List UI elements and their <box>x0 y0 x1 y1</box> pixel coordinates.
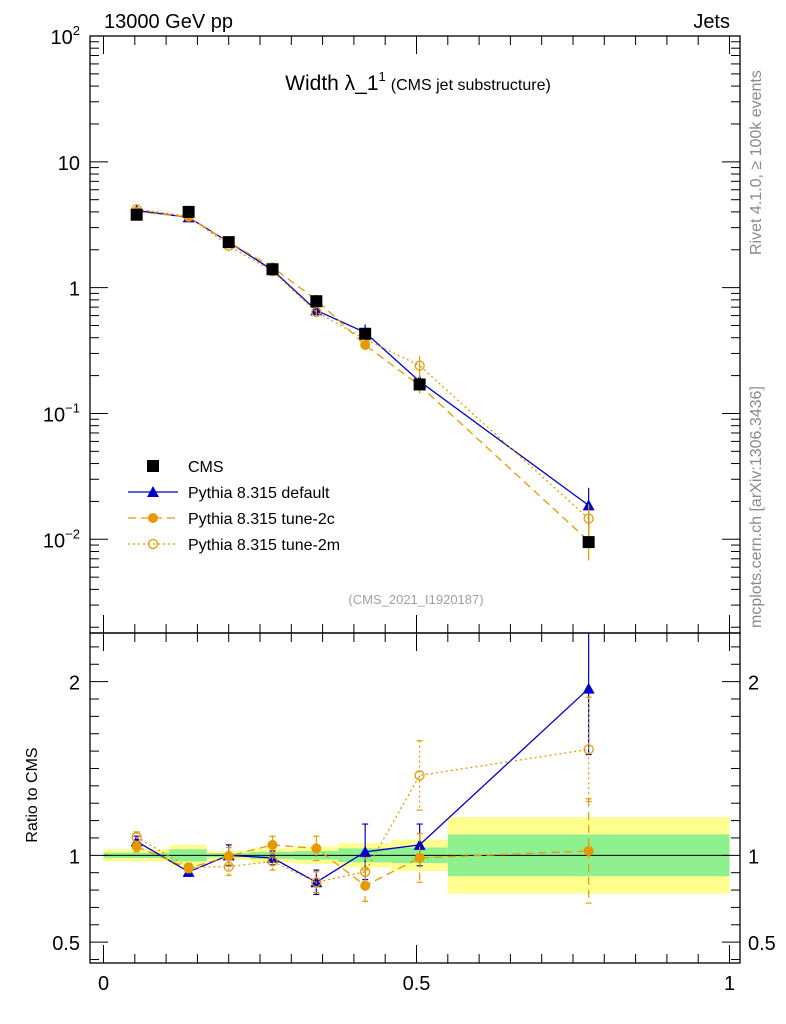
main-y-tick-label: 102 <box>51 23 80 49</box>
ratio-point-tune2m <box>311 877 322 888</box>
ratio-panel-frame <box>89 632 741 964</box>
ratio-point-tune2c <box>131 841 142 852</box>
main-point-tune2m <box>414 360 425 371</box>
ratio-y-tick-label-right: 1 <box>748 846 759 868</box>
chart-title: Width λ_11 (CMS jet substructure) <box>285 69 551 95</box>
legend-item-data: CMS <box>147 459 224 476</box>
legend-label: CMS <box>188 459 224 476</box>
ratio-y-tick-label-left: 2 <box>69 673 80 695</box>
analysis-id: (CMS_2021_I1920187) <box>348 592 483 607</box>
ratio-y-tick-label-left: 1 <box>69 846 80 868</box>
ratio-y-tick-label-right: 0.5 <box>748 933 776 955</box>
main-y-tick-label: 10−2 <box>43 526 80 552</box>
main-line-tune2c <box>136 211 590 542</box>
ratio-point-tune2m <box>131 831 142 843</box>
main-point-data <box>359 327 372 340</box>
ratio-y-tick-label-right: 2 <box>748 673 759 695</box>
axes: 10−2 10−1 1 10 102 0.5 0.5 1 1 2 2 0 0.5 1 <box>43 23 776 995</box>
ratio-line-default <box>136 688 590 883</box>
main-point-tune2m <box>583 513 594 524</box>
ratio-y-tick-label-left: 0.5 <box>52 933 80 955</box>
main-panel-series <box>130 204 595 561</box>
mcplots-side-label: mcplots.cern.ch [arXiv:1306.3436] <box>748 386 765 628</box>
ratio-point-default <box>413 838 426 850</box>
legend-marker <box>148 513 158 523</box>
ratio-point-tune2m <box>360 866 371 877</box>
ratio-point-tune2m <box>583 744 594 755</box>
main-y-tick-label: 10 <box>58 153 80 175</box>
main-point-data <box>266 263 279 276</box>
ratio-point-tune2c <box>267 839 278 850</box>
ratio-point-default <box>582 682 595 694</box>
main-point-data <box>582 536 595 549</box>
main-point-tune2m <box>311 306 322 318</box>
ratio-line-tune2m <box>136 748 589 883</box>
title-note: (CMS jet substructure) <box>391 77 551 94</box>
main-point-data <box>222 236 235 249</box>
ratio-panel-series <box>130 633 595 904</box>
main-line-tune2m <box>136 208 590 520</box>
process-label: Jets <box>693 11 730 33</box>
main-series-tune2c <box>131 206 594 561</box>
main-series-data <box>130 205 595 549</box>
ratio-line-tune2c <box>136 844 589 887</box>
legend-marker <box>147 538 159 550</box>
ratio-point-tune2c <box>583 845 594 856</box>
ratio-point-tune2c <box>311 843 322 854</box>
ratio-point-default <box>310 876 323 888</box>
legend-label: Pythia 8.315 default <box>188 485 330 502</box>
ratio-series-tune2m <box>131 696 594 894</box>
x-tick-label: 1 <box>724 973 735 995</box>
legend-item-tune2c: Pythia 8.315 tune-2c <box>128 511 335 528</box>
ratio-point-tune2m <box>414 770 425 781</box>
title-superscript: 1 <box>379 69 386 84</box>
main-point-data <box>182 205 195 218</box>
ratio-y-axis-label: Ratio to CMS <box>24 747 41 842</box>
main-y-tick-label: 1 <box>69 279 80 301</box>
ratio-point-tune2c <box>414 852 425 863</box>
legend-label: Pythia 8.315 tune-2c <box>188 511 335 528</box>
x-tick-label: 0.5 <box>403 973 431 995</box>
main-point-data <box>130 208 143 221</box>
legend-marker <box>147 460 159 472</box>
ratio-point-default <box>359 845 372 857</box>
rivet-side-label: Rivet 4.1.0, ≥ 100k events <box>748 70 765 255</box>
ratio-point-tune2m <box>223 861 234 872</box>
legend-item-tune2m: Pythia 8.315 tune-2m <box>128 537 340 554</box>
ratio-point-tune2c <box>223 851 234 862</box>
legend-item-default: Pythia 8.315 default <box>128 485 330 502</box>
legend-label: Pythia 8.315 tune-2m <box>188 537 340 554</box>
legend-marker <box>147 486 159 497</box>
energy-label: 13000 GeV pp <box>104 11 233 33</box>
ratio-point-tune2m <box>183 862 194 873</box>
title-main: Width λ_1 <box>285 72 378 95</box>
main-point-data <box>413 378 426 391</box>
x-tick-label: 0 <box>98 973 109 995</box>
ratio-point-tune2m <box>267 856 278 867</box>
main-point-data <box>310 295 323 308</box>
main-y-tick-label: 10−1 <box>43 400 80 426</box>
legend: CMS Pythia 8.315 default Pythia 8.315 tune… <box>128 459 340 554</box>
